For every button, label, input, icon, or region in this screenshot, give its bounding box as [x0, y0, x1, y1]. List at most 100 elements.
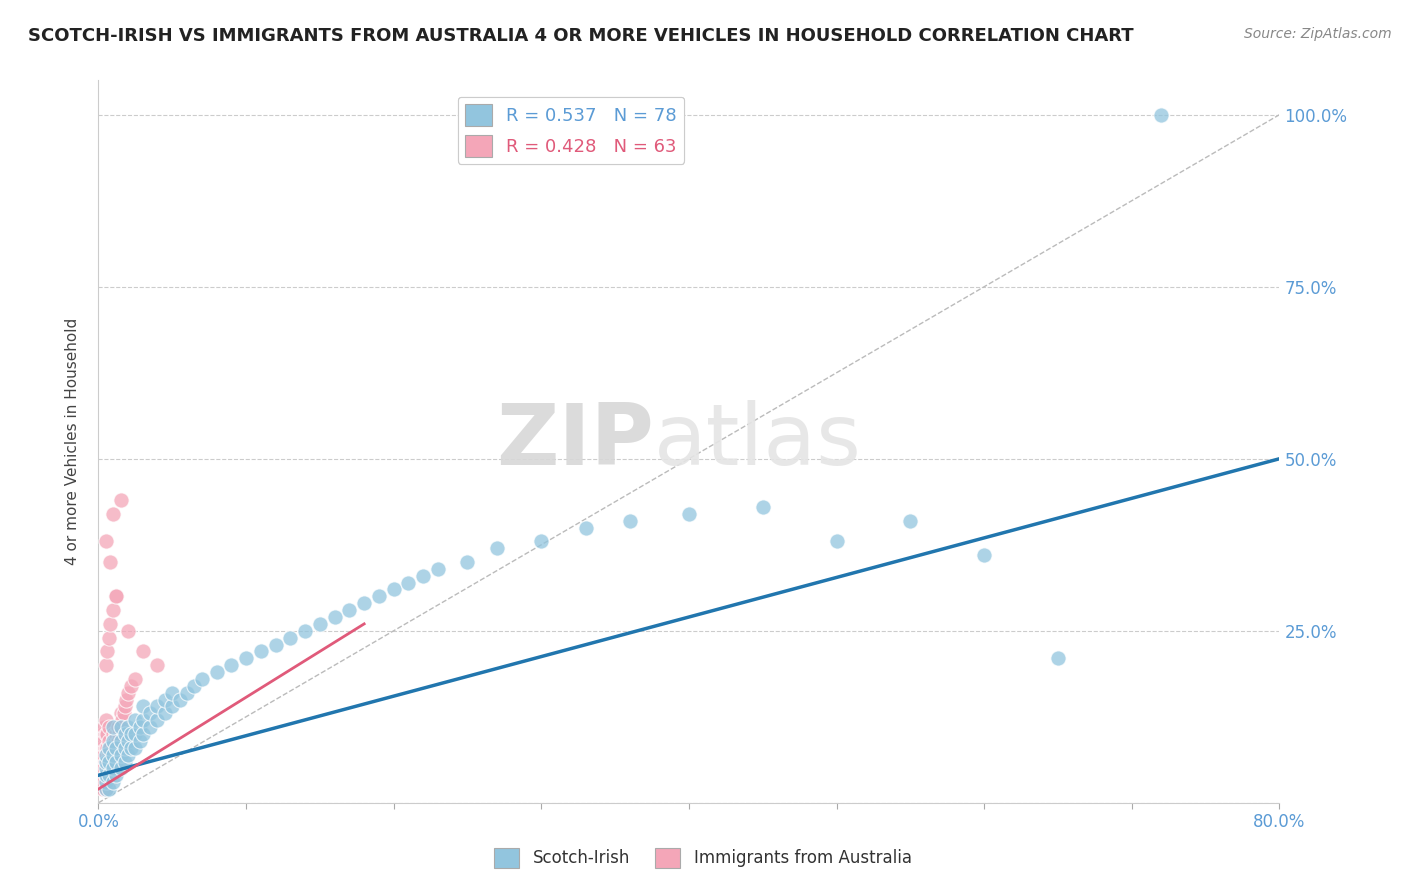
Point [97, 734, 120, 748]
Point [96, 644, 118, 658]
Point [97, 631, 120, 645]
Point [825, 534, 848, 549]
Point [110, 747, 132, 762]
Point [96, 755, 118, 769]
Point [91, 755, 114, 769]
Point [153, 692, 176, 706]
Point [103, 603, 125, 617]
Point [169, 692, 191, 706]
Text: ZIP: ZIP [496, 400, 654, 483]
Point [176, 686, 198, 700]
Point [110, 493, 132, 508]
Point [94, 755, 117, 769]
Point [973, 548, 995, 562]
Point [124, 740, 146, 755]
Point [103, 740, 125, 755]
Point [132, 713, 155, 727]
Point [146, 713, 169, 727]
Point [619, 514, 641, 528]
Point [105, 727, 128, 741]
Point [94, 782, 117, 797]
Point [205, 665, 228, 679]
Point [132, 644, 155, 658]
Point [91, 782, 114, 797]
Point [98, 768, 121, 782]
Point [162, 699, 183, 714]
Point [110, 761, 132, 775]
Legend: Scotch-Irish, Immigrants from Australia: Scotch-Irish, Immigrants from Australia [488, 841, 918, 875]
Point [97, 775, 120, 789]
Point [97, 768, 120, 782]
Point [104, 734, 127, 748]
Point [114, 740, 136, 755]
Point [124, 713, 146, 727]
Point [91, 740, 114, 755]
Point [103, 747, 125, 762]
Point [128, 734, 150, 748]
Point [530, 534, 553, 549]
Point [323, 610, 346, 624]
Point [235, 651, 257, 665]
Point [398, 575, 420, 590]
Point [94, 768, 117, 782]
Point [100, 747, 122, 762]
Point [128, 720, 150, 734]
Point [294, 624, 316, 638]
Point [94, 761, 117, 775]
Point [575, 520, 598, 534]
Point [1150, 108, 1173, 122]
Point [264, 638, 287, 652]
Point [93, 720, 115, 734]
Point [93, 761, 115, 775]
Point [97, 782, 120, 797]
Point [339, 603, 361, 617]
Point [105, 755, 128, 769]
Text: Source: ZipAtlas.com: Source: ZipAtlas.com [1244, 27, 1392, 41]
Point [183, 679, 205, 693]
Point [107, 720, 129, 734]
Point [103, 727, 125, 741]
Point [280, 631, 302, 645]
Point [114, 699, 136, 714]
Point [117, 686, 139, 700]
Point [94, 782, 117, 797]
Point [146, 658, 169, 673]
Point [191, 672, 214, 686]
Point [117, 720, 139, 734]
Point [110, 706, 132, 721]
Point [120, 740, 142, 755]
Point [98, 616, 121, 631]
Point [97, 747, 120, 762]
Point [91, 768, 114, 782]
Point [103, 775, 125, 789]
Point [93, 775, 115, 789]
Point [94, 713, 117, 727]
Point [309, 616, 332, 631]
Point [678, 507, 700, 521]
Point [105, 590, 128, 604]
Legend: R = 0.537   N = 78, R = 0.428   N = 63: R = 0.537 N = 78, R = 0.428 N = 63 [457, 96, 685, 164]
Point [132, 699, 155, 714]
Point [117, 747, 139, 762]
Point [153, 706, 176, 721]
Point [114, 727, 136, 741]
Point [120, 727, 142, 741]
Point [94, 775, 117, 789]
Point [110, 734, 132, 748]
Point [96, 768, 118, 782]
Point [112, 706, 135, 721]
Point [107, 734, 129, 748]
Point [94, 658, 117, 673]
Point [108, 727, 131, 741]
Point [98, 755, 121, 769]
Point [94, 727, 117, 741]
Point [97, 761, 120, 775]
Point [97, 755, 120, 769]
Point [103, 755, 125, 769]
Point [105, 740, 128, 755]
Point [104, 747, 127, 762]
Point [94, 768, 117, 782]
Point [146, 699, 169, 714]
Point [124, 727, 146, 741]
Point [103, 720, 125, 734]
